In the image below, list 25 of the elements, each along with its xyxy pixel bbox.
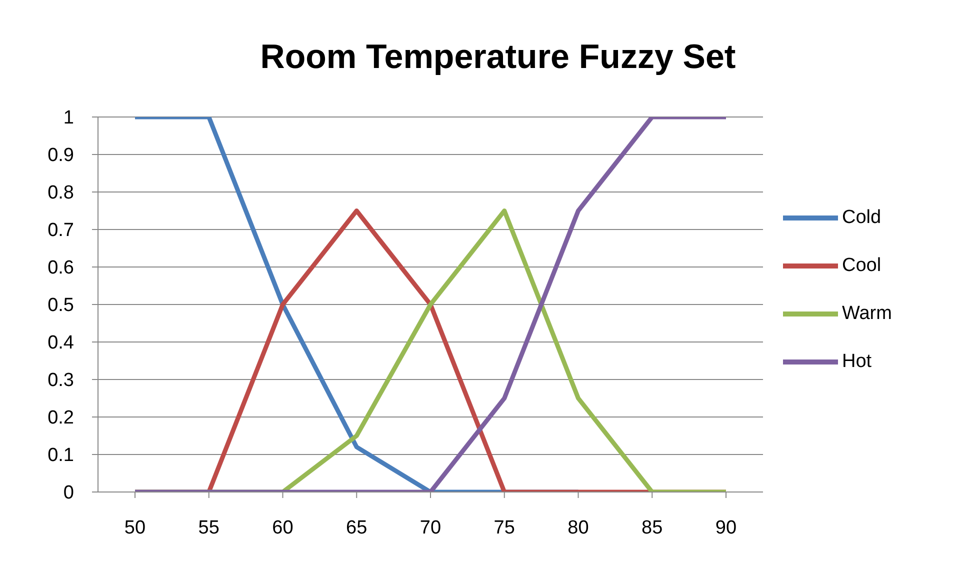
chart-title: Room Temperature Fuzzy Set — [259, 38, 737, 77]
x-tick-label: 60 — [272, 517, 294, 538]
y-tick-label: 0 — [63, 482, 74, 504]
x-tick-label: 75 — [494, 517, 515, 538]
x-tick-label: 55 — [198, 517, 220, 538]
y-tick-label: 0.7 — [48, 220, 74, 242]
x-tick-label: 65 — [346, 517, 368, 538]
y-tick-label: 0.4 — [48, 332, 74, 354]
y-tick-label: 0.9 — [48, 145, 74, 166]
y-tick-label: 0.8 — [48, 182, 74, 204]
x-tick-label: 85 — [642, 517, 663, 538]
y-tick-label: 0.1 — [48, 445, 74, 466]
legend-label: Hot — [842, 351, 872, 373]
legend-label: Cold — [842, 207, 882, 229]
y-tick-label: 0.2 — [48, 408, 74, 429]
y-tick-label: 0.5 — [48, 295, 74, 316]
x-tick-label: 80 — [568, 517, 589, 538]
y-tick-label: 1 — [63, 108, 74, 129]
legend-label: Cool — [842, 255, 882, 277]
y-tick-label: 0.6 — [48, 258, 74, 279]
legend-label: Warm — [842, 303, 892, 325]
x-tick-label: 90 — [715, 517, 737, 538]
y-tick-label: 0.3 — [48, 370, 74, 392]
x-tick-label: 50 — [124, 517, 146, 538]
x-tick-label: 70 — [420, 517, 442, 538]
